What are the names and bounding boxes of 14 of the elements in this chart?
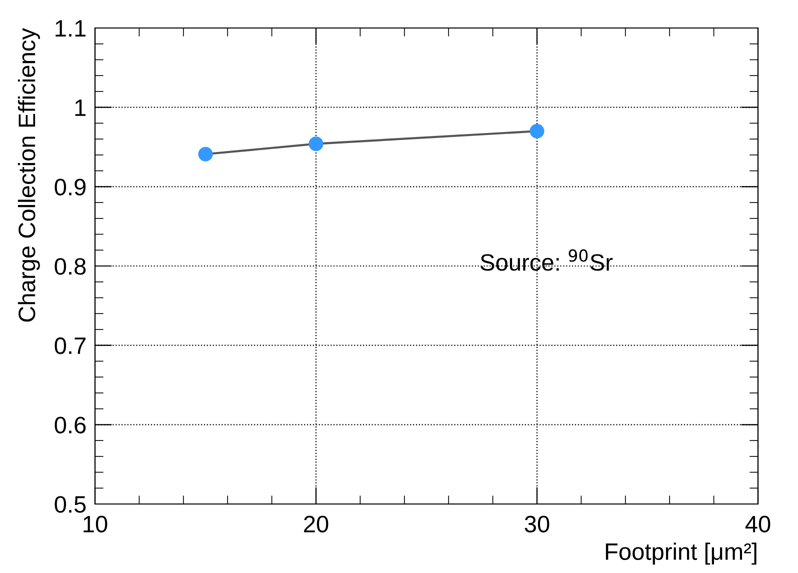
y-tick-label: 0.9 bbox=[54, 178, 86, 196]
y-tick-label: 0.7 bbox=[54, 337, 86, 354]
y-tick-label: 1.1 bbox=[56, 20, 86, 37]
x-tick-label: 30 bbox=[524, 516, 550, 532]
x-tick-label: 20 bbox=[304, 516, 328, 532]
y-tick-label: 0.8 bbox=[54, 258, 86, 275]
y-tick-label: 0.6 bbox=[54, 416, 86, 434]
y-axis-title: Charge Collection Efficiency bbox=[18, 28, 40, 322]
x-tick-label: 10 bbox=[84, 516, 108, 532]
annotation: Source: $^{90}$Sr bbox=[480, 249, 613, 271]
x-tick-label: 40 bbox=[745, 516, 770, 532]
x-axis-title: Footprint [μm²] bbox=[606, 542, 756, 565]
y-tick-label: 1 bbox=[75, 100, 86, 116]
y-tick-label: 0.5 bbox=[54, 496, 86, 513]
